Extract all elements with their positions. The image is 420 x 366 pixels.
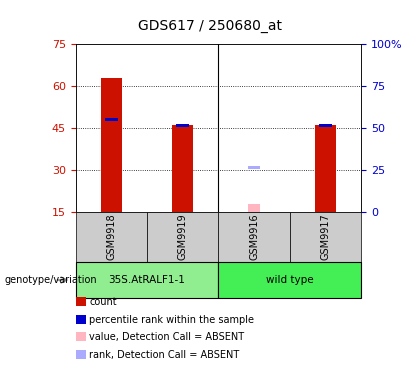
Text: GSM9919: GSM9919 [178,214,188,260]
Text: genotype/variation: genotype/variation [4,275,97,285]
Text: GSM9916: GSM9916 [249,214,259,260]
Bar [101,78,122,212]
Text: rank, Detection Call = ABSENT: rank, Detection Call = ABSENT [89,350,240,360]
Bar [172,125,193,212]
Bar [248,204,260,212]
Bar [319,124,332,127]
Bar [248,166,260,169]
Bar [315,125,336,212]
Bar [105,118,118,122]
Bar [176,124,189,127]
Text: percentile rank within the sample: percentile rank within the sample [89,314,255,325]
Text: wild type: wild type [266,275,314,285]
Text: count: count [89,297,117,307]
Text: GDS617 / 250680_at: GDS617 / 250680_at [138,19,282,33]
Text: GSM9917: GSM9917 [320,214,331,260]
Text: 35S.AtRALF1-1: 35S.AtRALF1-1 [108,275,186,285]
Text: GSM9918: GSM9918 [106,214,116,260]
Text: value, Detection Call = ABSENT: value, Detection Call = ABSENT [89,332,244,342]
